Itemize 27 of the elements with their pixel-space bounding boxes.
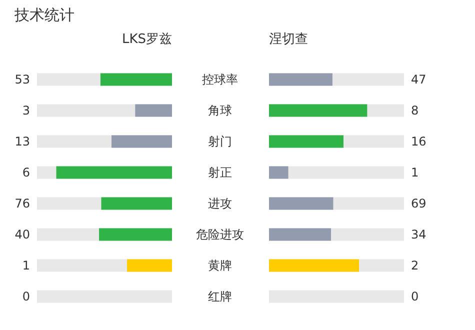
data-label: 13 [14,134,30,148]
data-label: 1 [22,258,30,272]
data-label: 47 [411,72,426,86]
data-label: 16 [411,134,426,148]
data-label: 40 [14,228,30,242]
data-label: 2 [411,258,419,272]
data-label: 1 [411,166,419,180]
data-label: 76 [14,196,30,210]
text: 技术统计 [14,6,75,24]
category-label: 进攻 [208,196,232,210]
category-label: 射门 [208,134,232,148]
category-label: 射正 [208,166,232,180]
category-label: 黄牌 [208,258,232,272]
data-label: 3 [22,104,30,118]
data-label: 6 [22,166,30,180]
data-label: 0 [411,290,419,304]
category-label: 控球率 [202,72,238,86]
category-label: 危险进攻 [196,228,244,242]
data-label: 69 [411,196,426,210]
data-label: 34 [411,228,426,242]
data-label: 8 [411,104,419,118]
text: LKS罗兹 [122,32,172,47]
data-label: 0 [22,290,30,304]
category-label: 角球 [208,104,232,118]
text: 涅切查 [269,32,308,47]
category-label: 红牌 [208,290,232,304]
data-label: 53 [14,72,30,86]
